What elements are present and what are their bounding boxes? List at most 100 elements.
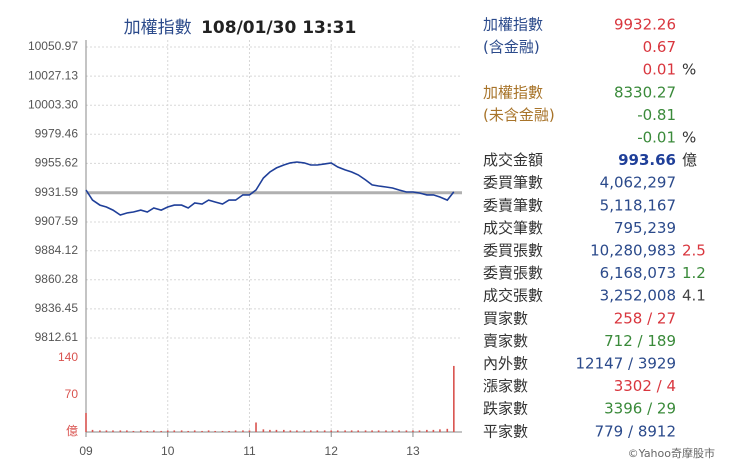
quote-value: 10,280,983 [590,242,676,260]
volume-bar [146,430,149,432]
quote-label: 賣家數 [483,332,528,350]
volume-bar [377,430,380,432]
volume-bar [446,428,449,432]
x-tick-label: 11 [243,444,256,458]
y-tick-label: 10003.30 [28,97,78,111]
quote-label: 加權指數 [483,83,543,101]
volume-bar [344,430,346,432]
quote-note: 1.2 [682,264,706,282]
quote-value: 795,239 [614,219,676,237]
volume-bar [385,430,387,432]
x-tick-label: 10 [161,444,175,458]
volume-bar [412,430,414,432]
chart-title: 加權指數 [124,18,192,38]
volume-bar [398,430,400,432]
volume-bar [119,430,122,432]
y-tick-label: 9884.12 [35,243,79,257]
volume-bar [364,430,367,432]
volume-bar [439,429,441,432]
quote-value: 0.01 [643,61,676,79]
y-tick-label: 9955.62 [35,156,79,170]
volume-bar [166,430,169,432]
y-tick-label: 10050.97 [28,39,78,53]
volume-bar [248,430,251,432]
quote-value: 5,118,167 [600,196,676,214]
quote-label: 成交張數 [483,287,543,305]
volume-bar [234,430,237,432]
volume-bar [207,430,210,432]
volume-bar [139,430,142,432]
quote-note: 2.5 [682,242,706,260]
volume-bar [289,430,292,432]
volume-bar [193,430,196,432]
chart-heading: 加權指數 108/01/30 13:31 [124,18,357,38]
volume-bar [426,429,428,432]
volume-bar [432,429,435,432]
chart-timestamp: 108/01/30 13:31 [201,18,356,38]
quote-value: 8330.27 [614,83,676,101]
quote-unit: % [682,61,696,79]
volume-bar [99,430,101,432]
volume-bar [296,430,298,432]
y-tick-label: 億 [66,424,78,438]
quote-value: 6,168,073 [600,264,676,282]
volume-bar [187,430,189,432]
quote-note: 4.1 [682,287,706,305]
price-line [85,161,455,216]
x-tick-label: 12 [325,444,339,458]
quote-label: 內外數 [483,355,528,373]
quote-label: 成交筆數 [483,219,543,237]
quote-label: (未含金融) [483,106,555,124]
quote-unit: % [682,129,696,147]
quote-value: 3,252,008 [600,287,676,305]
volume-bar [323,430,326,432]
volume-bar [357,430,359,432]
quote-value: 12147 / 3929 [576,355,676,373]
volume-bar [173,430,176,432]
quote-value: -0.01 [637,129,676,147]
volume-bar [316,430,319,432]
y-tick-label: 10027.13 [28,68,78,82]
volume-bar [153,430,155,432]
quote-value: 258 / 27 [614,309,676,327]
y-tick-label: 9931.59 [35,185,79,199]
volume-bar [405,430,408,432]
quote-label: 委買筆數 [483,174,543,192]
volume-bar [112,430,114,432]
y-tick-label: 9836.45 [35,301,79,315]
quote-label: 加權指數 [483,16,543,34]
quote-label: 委買張數 [483,242,543,260]
quote-label: 成交金額 [483,151,543,169]
quote-label: (含金融) [483,38,540,56]
volume-bar [255,422,257,432]
volume-bar [91,429,94,432]
volume-bar [214,430,216,432]
quote-label: 委賣筆數 [483,196,543,214]
volume-bar [350,430,353,432]
quote-value: 0.67 [643,38,676,56]
quote-label: 跌家數 [483,400,528,418]
volume-bar [336,430,339,432]
x-tick-label: 13 [406,444,420,458]
quote-value: 4,062,297 [600,174,676,192]
volume-bar [275,429,278,432]
volume-bar [228,430,230,432]
volume-bar [242,430,244,432]
volume-bar [105,430,108,432]
y-tick-label: 140 [58,350,78,364]
volume-bar [453,365,455,432]
volume-bar [126,430,128,432]
y-tick-label: 9860.28 [35,272,79,286]
quote-label: 漲家數 [483,377,528,395]
quote-label: 平家數 [483,422,528,440]
y-tick-label: 9907.59 [35,214,79,228]
volume-bar [330,430,333,432]
volume-bar [180,430,183,432]
volume-bar [201,430,203,432]
quote-unit: 億 [682,151,697,169]
volume-bar [283,429,285,432]
volume-bar [303,430,306,432]
quote-value: 9932.26 [614,16,676,34]
